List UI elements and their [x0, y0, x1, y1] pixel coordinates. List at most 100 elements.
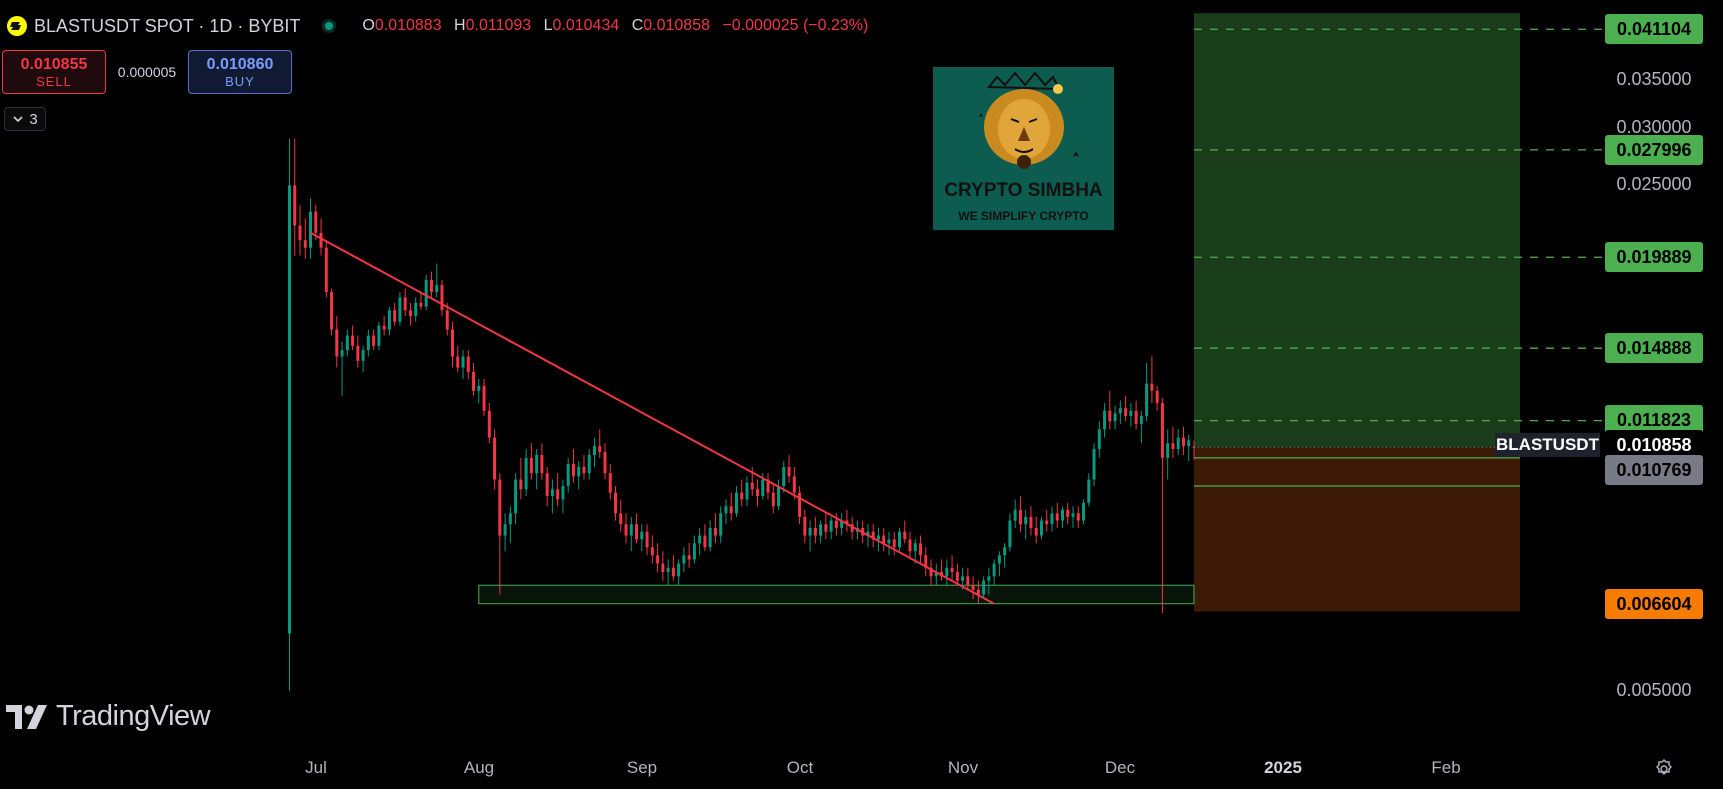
candle — [897, 527, 901, 552]
candle — [1024, 509, 1028, 540]
candle — [603, 443, 607, 480]
candle-body — [472, 372, 476, 391]
candle — [1008, 513, 1012, 552]
candle-body — [661, 563, 665, 573]
y-tick-0025000: 0.025000 — [1616, 174, 1692, 194]
price-label-target[interactable]: 0.041104 — [1605, 14, 1703, 44]
sell-button[interactable]: 0.010855 SELL — [2, 50, 106, 94]
candle-body — [950, 567, 954, 573]
candle-body — [829, 520, 833, 532]
candle — [540, 443, 544, 480]
candle-body — [345, 335, 349, 351]
candle-body — [608, 473, 612, 493]
candle — [982, 576, 986, 599]
candle-body — [624, 524, 628, 536]
candle-body — [682, 555, 686, 564]
candle-body — [414, 302, 418, 316]
price-label-target[interactable]: 0.019889 — [1605, 242, 1703, 272]
chart-header: BLASTUSDT SPOT · 1D · BYBIT O0.010883 H0… — [6, 14, 868, 38]
candle-body — [487, 410, 491, 438]
candle — [845, 509, 849, 532]
x-tick-aug: Aug — [463, 758, 495, 777]
price-label-entry[interactable]: 0.010769 — [1605, 455, 1703, 485]
candle-body — [687, 555, 691, 560]
candle-body — [298, 225, 302, 241]
candle-body — [750, 482, 754, 490]
candle-body — [1071, 513, 1075, 517]
candle-body — [408, 310, 412, 316]
candle-body — [550, 489, 554, 496]
candle — [1113, 405, 1117, 430]
candle — [1029, 506, 1033, 536]
logo-subtitle: WE SIMPLIFY CRYPTO — [958, 209, 1089, 223]
candle-body — [987, 576, 991, 581]
candle — [403, 288, 407, 316]
chart-settings-icon[interactable] — [1652, 757, 1676, 781]
tradingview-logo[interactable]: TradingView — [6, 700, 211, 733]
candle — [482, 378, 486, 416]
candle — [698, 527, 702, 556]
candle — [650, 535, 654, 564]
price-label-target[interactable]: 0.014888 — [1605, 333, 1703, 363]
price-label-stop[interactable]: 0.006604 — [1605, 589, 1703, 619]
candle — [871, 524, 875, 548]
buy-button[interactable]: 0.010860 BUY — [188, 50, 292, 94]
candle — [1103, 403, 1107, 438]
candle — [640, 524, 644, 552]
candle-body — [482, 385, 486, 411]
lion-crown-icon — [979, 71, 1079, 169]
candle — [461, 350, 465, 379]
candle — [782, 460, 786, 493]
candle-body — [303, 240, 307, 248]
candle — [913, 539, 917, 564]
candle-body — [456, 356, 460, 368]
candle — [477, 378, 481, 404]
candle — [298, 204, 302, 256]
candle-body — [1187, 440, 1191, 447]
candle-body — [992, 563, 996, 577]
candle-body — [997, 555, 1001, 564]
price-label-target[interactable]: 0.027996 — [1605, 135, 1703, 165]
candle-body — [929, 567, 933, 577]
candle-body — [1145, 383, 1149, 416]
symbol-title[interactable]: BLASTUSDT SPOT · 1D · BYBIT — [34, 15, 301, 36]
candle-body — [892, 539, 896, 548]
x-tick-2025: 2025 — [1264, 758, 1302, 777]
tradingview-icon — [6, 704, 47, 729]
candle — [519, 457, 523, 500]
candle-body — [756, 489, 759, 496]
candle-body — [619, 513, 623, 525]
candle-body — [945, 567, 949, 577]
candle — [813, 516, 817, 544]
candle-body — [377, 325, 381, 346]
indicators-toggle-button[interactable]: 3 — [4, 107, 46, 131]
candle — [903, 520, 907, 544]
candle — [924, 547, 928, 577]
candle — [850, 516, 854, 540]
candle — [387, 306, 391, 336]
candle — [419, 292, 423, 311]
symbol-tag: BLASTUSDT — [1495, 433, 1600, 457]
candle-body — [840, 520, 844, 528]
candle — [1050, 506, 1054, 532]
candle — [1066, 502, 1070, 525]
candle — [1166, 429, 1170, 480]
candle — [1087, 473, 1091, 507]
trendline — [310, 231, 995, 605]
candle — [1097, 421, 1101, 458]
candle-body — [1103, 410, 1107, 430]
candle-body — [740, 492, 744, 500]
candle-body — [708, 527, 712, 548]
candle-body — [577, 466, 581, 477]
candle-body — [1155, 390, 1159, 404]
candle — [577, 460, 581, 490]
candle-body — [514, 479, 518, 514]
x-tick-nov: Nov — [947, 758, 979, 777]
candle-body — [519, 479, 523, 490]
candle-body — [803, 516, 807, 536]
candle-body — [287, 185, 291, 634]
candle-body — [887, 539, 891, 544]
candle — [524, 449, 528, 496]
high-value: 0.011093 — [465, 17, 532, 34]
